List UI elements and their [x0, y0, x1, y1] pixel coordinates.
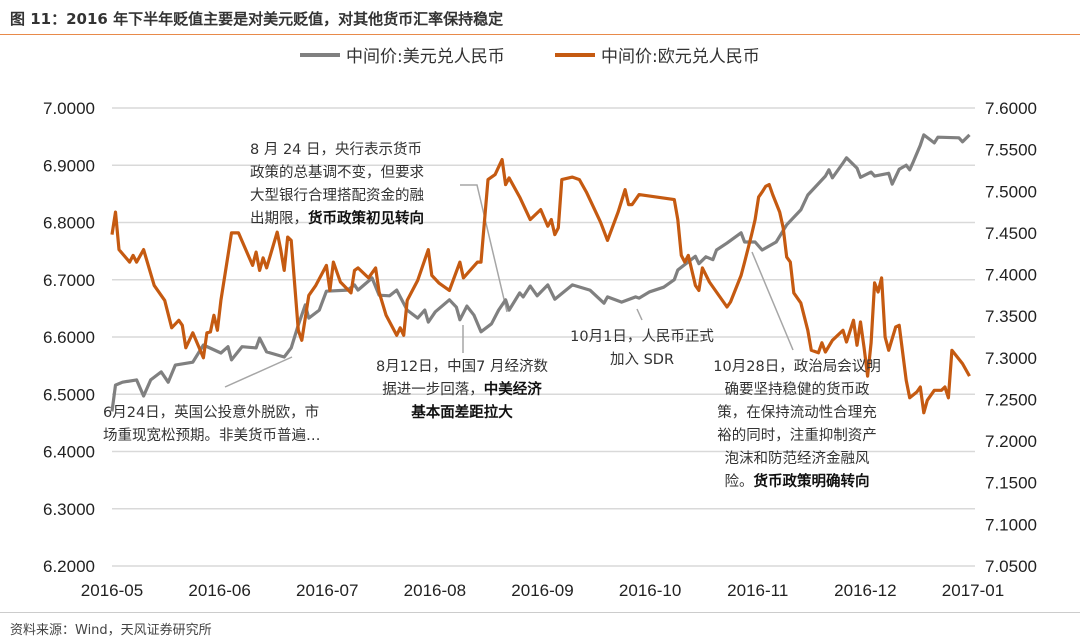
- leader-line-aug24: [460, 184, 508, 313]
- source-note: 资料来源：Wind，天风证券研究所: [10, 623, 212, 638]
- left-tick-label: 6.5000: [43, 385, 95, 404]
- left-tick-label: 6.4000: [43, 443, 95, 462]
- gridlines: [112, 107, 975, 567]
- annotation-aug24: 8 月 24 日，央行表示货币 政策的总基调不变，但要求 大型银行合理搭配资金的…: [250, 139, 424, 231]
- footer-divider: [0, 612, 1080, 613]
- left-tick-label: 6.7000: [43, 271, 95, 290]
- annotation-line: 6月24日，英国公投意外脱欧，市: [103, 405, 320, 421]
- x-tick-label: 2016-05: [81, 581, 143, 600]
- x-tick-label: 2016-11: [727, 581, 788, 600]
- left-tick-label: 7.0000: [43, 99, 95, 118]
- left-axis-ticks: 6.2000 6.3000 6.4000 6.5000 6.6000 6.7000 6.80…: [43, 99, 95, 576]
- annotation-emphasis: 中美经济: [483, 382, 542, 398]
- left-tick-label: 6.8000: [43, 214, 95, 233]
- x-axis-ticks: 2016-05 2016-06 2016-07 2016-08 2016-09 2016-…: [81, 581, 1004, 600]
- right-tick-label: 7.2000: [985, 432, 1037, 451]
- left-tick-label: 6.9000: [43, 156, 95, 175]
- leader-line-oct1: [636, 308, 643, 321]
- annotation-leader-lines: [224, 184, 794, 388]
- right-tick-label: 7.1000: [985, 515, 1037, 534]
- annotation-line: 加入 SDR: [609, 352, 675, 368]
- annotation-text: 据进一步回落，: [382, 382, 484, 398]
- annotation-line: 据进一步回落，中美经济: [362, 379, 562, 402]
- right-axis-ticks: 7.0500 7.1000 7.1500 7.2000 7.2500 7.3000 7.35…: [985, 99, 1037, 576]
- annotation-line: 大型银行合理搭配资金的融: [250, 188, 424, 204]
- annotation-emphasis: 货币政策明确转向: [753, 474, 870, 490]
- annotation-line: 基本面差距拉大: [362, 402, 562, 425]
- annotation-text: 险。: [724, 474, 754, 490]
- right-tick-label: 7.3000: [985, 349, 1037, 368]
- leader-line-jun24: [224, 356, 293, 388]
- right-tick-label: 7.2500: [985, 390, 1037, 409]
- annotation-line: 10月1日，人民币正式: [570, 329, 714, 345]
- annotation-emphasis: 货币政策初见转向: [308, 211, 424, 227]
- series-lines: [110, 133, 971, 415]
- right-tick-label: 7.6000: [985, 99, 1037, 118]
- legend-label-usd: 中间价:美元兑人民币: [346, 47, 505, 67]
- annotation-line: 政策的总基调不变，但要求: [250, 165, 424, 181]
- legend: 中间价:美元兑人民币 中间价:欧元兑人民币: [0, 42, 1080, 67]
- x-tick-label: 2016-10: [619, 581, 681, 600]
- annotation-line: 策，在保持流动性合理充: [717, 405, 877, 421]
- annotation-oct28: 10月28日，政治局会议明 确要坚持稳健的货币政 策，在保持流动性合理充 裕的同…: [697, 356, 897, 494]
- x-tick-label: 2016-12: [834, 581, 896, 600]
- annotation-line: 裕的同时，注重抑制资产: [717, 428, 877, 444]
- annotation-line: 出期限，货币政策初见转向: [250, 208, 424, 231]
- leader-line-oct28: [751, 251, 794, 351]
- x-tick-label: 2016-09: [511, 581, 573, 600]
- annotation-line: 8 月 24 日，央行表示货币: [250, 142, 423, 158]
- right-tick-label: 7.4000: [985, 266, 1037, 285]
- eur-cny-line: [110, 158, 971, 415]
- annotation-line: 8月12日，中国7 月经济数: [375, 359, 548, 375]
- x-tick-label: 2017-01: [942, 581, 1004, 600]
- annotation-line: 泡沫和防范经济金融风: [724, 451, 870, 467]
- annotation-oct1: 10月1日，人民币正式 加入 SDR: [562, 326, 722, 372]
- left-tick-label: 6.2000: [43, 557, 95, 576]
- left-tick-label: 6.6000: [43, 328, 95, 347]
- figure-title: 图 11：2016 年下半年贬值主要是对美元贬值，对其他货币汇率保持稳定: [10, 10, 504, 28]
- annotation-text: 出期限，: [250, 211, 308, 227]
- right-tick-label: 7.1500: [985, 474, 1037, 493]
- right-tick-label: 7.3500: [985, 307, 1037, 326]
- legend-swatch-usd: [300, 52, 340, 57]
- right-tick-label: 7.4500: [985, 224, 1037, 243]
- x-tick-label: 2016-07: [296, 581, 358, 600]
- legend-item-usd: 中间价:美元兑人民币: [300, 42, 505, 67]
- right-tick-label: 7.5500: [985, 141, 1037, 160]
- legend-item-eur: 中间价:欧元兑人民币: [555, 42, 760, 67]
- x-tick-label: 2016-06: [188, 581, 250, 600]
- annotation-line: 10月28日，政治局会议明: [713, 359, 881, 375]
- annotation-emphasis: 基本面差距拉大: [411, 405, 513, 421]
- annotation-aug12: 8月12日，中国7 月经济数 据进一步回落，中美经济 基本面差距拉大: [362, 356, 562, 425]
- usd-cny-line: [110, 133, 971, 412]
- right-tick-label: 7.5000: [985, 182, 1037, 201]
- annotation-line: 确要坚持稳健的货币政: [724, 382, 870, 398]
- right-tick-label: 7.0500: [985, 557, 1037, 576]
- annotation-line: 场重现宽松预期。非美货币普遍…: [103, 428, 321, 444]
- annotation-line: 险。货币政策明确转向: [697, 471, 897, 494]
- legend-label-eur: 中间价:欧元兑人民币: [601, 47, 760, 67]
- left-tick-label: 6.3000: [43, 500, 95, 519]
- title-divider: [0, 34, 1080, 35]
- x-tick-label: 2016-08: [404, 581, 466, 600]
- legend-swatch-eur: [555, 52, 595, 57]
- annotation-jun24: 6月24日，英国公投意外脱欧，市 场重现宽松预期。非美货币普遍…: [103, 402, 321, 448]
